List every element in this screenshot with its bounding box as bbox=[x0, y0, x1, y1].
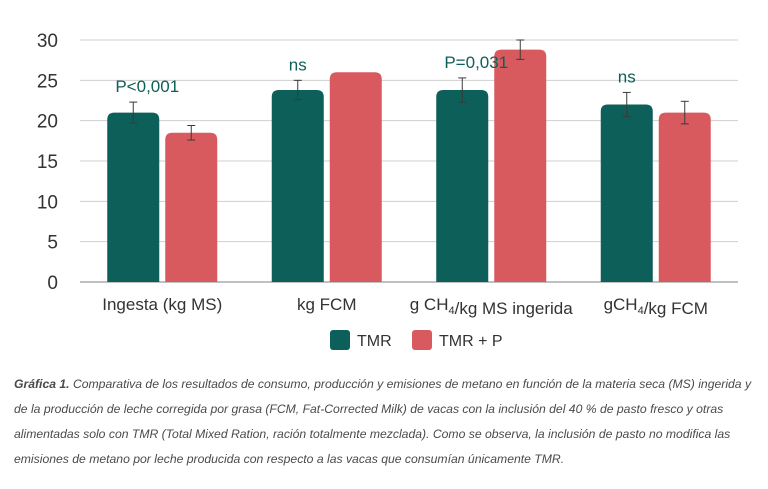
caption-label: Gráfica 1. bbox=[14, 377, 70, 391]
significance-label: ns bbox=[618, 67, 636, 86]
y-tick-label: 5 bbox=[47, 233, 58, 254]
x-tick-label: g CH4/kg MS ingerida bbox=[410, 295, 574, 318]
bar bbox=[494, 49, 547, 283]
significance-label: P=0,031 bbox=[444, 53, 508, 72]
legend-swatch bbox=[330, 330, 350, 350]
bar bbox=[107, 112, 160, 282]
significance-annotations: P<0,001 ns P=0,031 ns bbox=[115, 53, 635, 96]
chart: 0 5 10 15 20 25 30 P<0,001 ns P=0,031 ns Ingesta … bbox=[37, 31, 738, 350]
significance-label: ns bbox=[289, 55, 307, 74]
y-axis-ticks: 0 5 10 15 20 25 30 bbox=[37, 31, 58, 294]
error-bars bbox=[129, 39, 689, 141]
y-tick-label: 25 bbox=[37, 71, 58, 92]
bar bbox=[165, 132, 218, 282]
y-tick-label: 15 bbox=[37, 152, 58, 173]
legend-label: TMR bbox=[357, 333, 392, 350]
bar bbox=[271, 90, 324, 282]
legend: TMR TMR + P bbox=[330, 330, 503, 350]
bar bbox=[658, 112, 711, 282]
y-tick-label: 0 bbox=[47, 273, 58, 294]
legend-label: TMR + P bbox=[439, 333, 503, 350]
legend-swatch bbox=[412, 330, 432, 350]
y-tick-label: 30 bbox=[37, 31, 58, 52]
bar bbox=[600, 104, 653, 283]
figure-caption: Gráfica 1. Comparativa de los resultados… bbox=[14, 372, 754, 472]
x-tick-label: Ingesta (kg MS) bbox=[102, 295, 222, 314]
x-tick-label: kg FCM bbox=[297, 295, 357, 314]
significance-label: P<0,001 bbox=[115, 77, 179, 96]
caption-text: Comparativa de los resultados de consumo… bbox=[14, 377, 752, 466]
y-tick-label: 20 bbox=[37, 112, 58, 133]
bar bbox=[436, 90, 489, 282]
x-axis-categories: Ingesta (kg MS) kg FCM g CH4/kg MS ingerid… bbox=[102, 295, 708, 318]
y-tick-label: 10 bbox=[37, 192, 58, 213]
bar bbox=[329, 72, 382, 283]
bars bbox=[107, 49, 711, 283]
x-tick-label: gCH4/kg FCM bbox=[604, 295, 708, 318]
